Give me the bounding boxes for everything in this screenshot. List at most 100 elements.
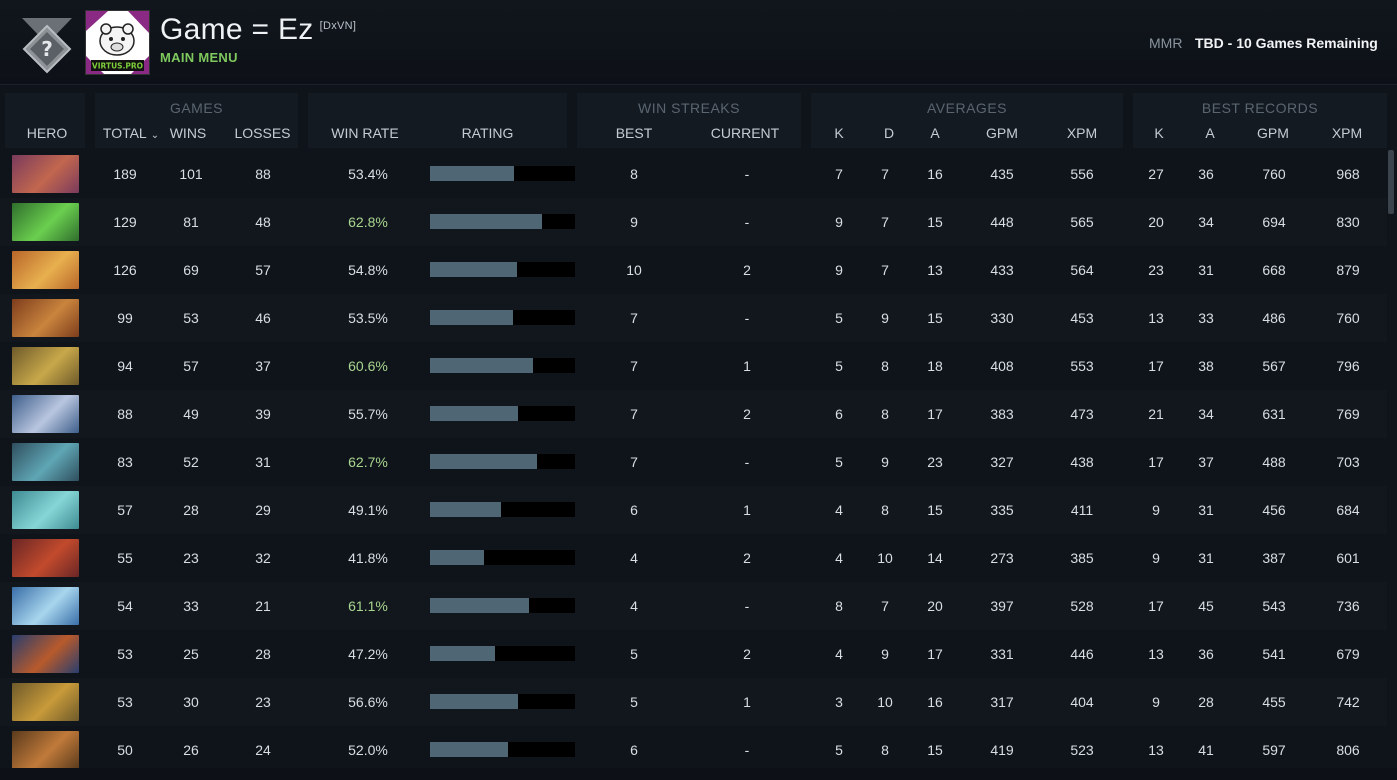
hero-portrait-2[interactable] <box>12 203 79 241</box>
cell-total: 189 <box>113 166 137 182</box>
main-menu-link[interactable]: MAIN MENU <box>160 50 238 65</box>
cell-best: 6 <box>630 742 638 758</box>
unranked-medal-icon[interactable]: ? <box>18 16 76 80</box>
col-rec-gpm[interactable]: GPM <box>1257 125 1289 141</box>
cell-k: 4 <box>835 550 843 566</box>
hero-portrait-1[interactable] <box>12 155 79 193</box>
cell-gpm: 419 <box>990 742 1014 758</box>
cell-ra: 45 <box>1198 598 1214 614</box>
col-avg-gpm[interactable]: GPM <box>986 125 1018 141</box>
cell-rgpm: 543 <box>1262 598 1286 614</box>
col-hero[interactable]: HERO <box>26 125 68 141</box>
cell-xpm: 385 <box>1070 550 1094 566</box>
col-avg-a[interactable]: A <box>930 125 940 141</box>
table-row[interactable]: 94 57 37 60.6% 7 1 5 8 18 408 553 17 38 567 796 <box>0 342 1387 390</box>
cell-k: 5 <box>835 358 843 374</box>
col-wins[interactable]: WINS <box>169 125 207 141</box>
col-losses[interactable]: LOSSES <box>234 125 291 141</box>
table-row[interactable]: 57 28 29 49.1% 6 1 4 8 15 335 411 9 31 456 684 <box>0 486 1387 534</box>
player-name: Game = Ez [DxVN] <box>160 13 356 47</box>
rating-bar-fill <box>430 214 542 229</box>
hero-portrait-3[interactable] <box>12 251 79 289</box>
table-row[interactable]: 55 23 32 41.8% 4 2 4 10 14 273 385 9 31 387 601 <box>0 534 1387 582</box>
cell-rgpm: 455 <box>1262 694 1286 710</box>
table-row[interactable]: 88 49 39 55.7% 7 2 6 8 17 383 473 21 34 631 769 <box>0 390 1387 438</box>
cell-current: - <box>744 454 750 470</box>
col-rec-a[interactable]: A <box>1205 125 1215 141</box>
cell-gpm: 408 <box>990 358 1014 374</box>
cell-total: 53 <box>117 694 133 710</box>
cell-win-rate: 53.4% <box>348 166 388 182</box>
hero-portrait-11[interactable] <box>12 635 79 673</box>
team-logo-icon: VIRTUS.PRO <box>86 11 149 74</box>
col-avg-k[interactable]: K <box>834 125 844 141</box>
hero-portrait-4[interactable] <box>12 299 79 337</box>
cell-k: 6 <box>835 406 843 422</box>
hero-portrait-7[interactable] <box>12 443 79 481</box>
hero-portrait-6[interactable] <box>12 395 79 433</box>
player-name-text: Game = Ez <box>160 13 314 46</box>
cell-losses: 28 <box>255 646 271 662</box>
cell-total: 57 <box>117 502 133 518</box>
table-row[interactable]: 53 25 28 47.2% 5 2 4 9 17 331 446 13 36 541 679 <box>0 630 1387 678</box>
rating-bar-fill <box>430 454 537 469</box>
cell-wins: 69 <box>183 262 199 278</box>
table-scrollbar[interactable] <box>1388 150 1394 214</box>
cell-xpm: 523 <box>1070 742 1094 758</box>
rating-bar <box>430 502 575 517</box>
rating-bar <box>430 310 575 325</box>
cell-losses: 24 <box>255 742 271 758</box>
hero-portrait-13[interactable] <box>12 731 79 769</box>
cell-ra: 34 <box>1198 214 1214 230</box>
table-row[interactable]: 54 33 21 61.1% 4 - 8 7 20 397 528 17 45 543 736 <box>0 582 1387 630</box>
cell-losses: 21 <box>255 598 271 614</box>
cell-rgpm: 387 <box>1262 550 1286 566</box>
col-rec-xpm[interactable]: XPM <box>1331 125 1363 141</box>
col-current-streak[interactable]: CURRENT <box>710 125 780 141</box>
cell-xpm: 453 <box>1070 310 1094 326</box>
table-row[interactable]: 99 53 46 53.5% 7 - 5 9 15 330 453 13 33 486 760 <box>0 294 1387 342</box>
cell-ra: 34 <box>1198 406 1214 422</box>
table-row[interactable]: 126 69 57 54.8% 10 2 9 7 13 433 564 23 31 668 879 <box>0 246 1387 294</box>
col-total[interactable]: TOTAL ⌄ <box>96 125 166 141</box>
cell-xpm: 411 <box>1070 502 1094 518</box>
table-row[interactable]: 129 81 48 62.8% 9 - 9 7 15 448 565 20 34 694 830 <box>0 198 1387 246</box>
cell-losses: 32 <box>255 550 271 566</box>
mmr-label: MMR <box>1149 35 1183 51</box>
player-avatar[interactable]: VIRTUS.PRO <box>85 10 150 75</box>
cell-best: 7 <box>630 310 638 326</box>
table-row[interactable]: 53 30 23 56.6% 5 1 3 10 16 317 404 9 28 455 742 <box>0 678 1387 726</box>
cell-rgpm: 567 <box>1262 358 1286 374</box>
cell-xpm: 556 <box>1070 166 1094 182</box>
col-rec-k[interactable]: K <box>1154 125 1164 141</box>
col-best-streak[interactable]: BEST <box>615 125 653 141</box>
cell-win-rate: 47.2% <box>348 646 388 662</box>
cell-k: 8 <box>835 598 843 614</box>
rating-bar-fill <box>430 166 514 181</box>
cell-gpm: 433 <box>990 262 1014 278</box>
cell-current: - <box>744 310 750 326</box>
rating-bar <box>430 598 575 613</box>
hero-portrait-10[interactable] <box>12 587 79 625</box>
cell-best: 8 <box>630 166 638 182</box>
col-rating[interactable]: RATING <box>461 125 514 141</box>
cell-gpm: 327 <box>990 454 1014 470</box>
hero-portrait-8[interactable] <box>12 491 79 529</box>
cell-rk: 13 <box>1148 310 1164 326</box>
rating-bar <box>430 358 575 373</box>
cell-rk: 20 <box>1148 214 1164 230</box>
cell-d: 8 <box>881 406 889 422</box>
col-avg-xpm[interactable]: XPM <box>1066 125 1098 141</box>
hero-portrait-9[interactable] <box>12 539 79 577</box>
col-win-rate[interactable]: WIN RATE <box>331 125 399 141</box>
cell-wins: 23 <box>183 550 199 566</box>
cell-d: 9 <box>881 646 889 662</box>
table-row[interactable]: 83 52 31 62.7% 7 - 5 9 23 327 438 17 37 488 703 <box>0 438 1387 486</box>
cell-best: 5 <box>630 694 638 710</box>
col-avg-d[interactable]: D <box>883 125 895 141</box>
table-row[interactable]: 50 26 24 52.0% 6 - 5 8 15 419 523 13 41 597 806 <box>0 726 1387 774</box>
hero-portrait-5[interactable] <box>12 347 79 385</box>
table-row[interactable]: 189 101 88 53.4% 8 - 7 7 16 435 556 27 36 760 968 <box>0 150 1387 198</box>
hero-portrait-12[interactable] <box>12 683 79 721</box>
cell-win-rate: 62.8% <box>348 214 388 230</box>
